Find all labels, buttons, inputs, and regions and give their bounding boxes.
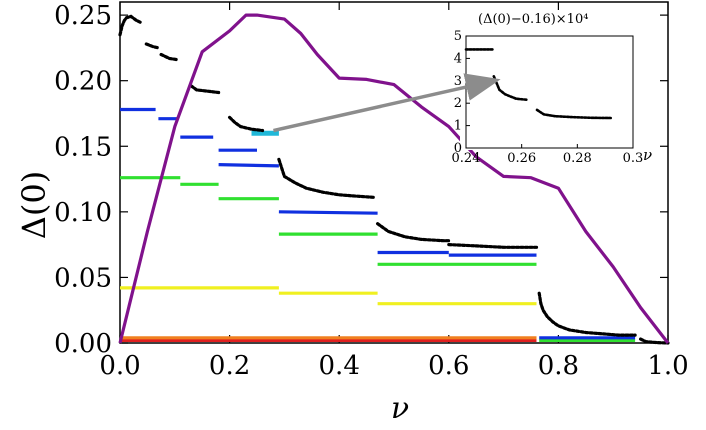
black-steps-segment	[277, 157, 377, 199]
arrow-layer	[273, 73, 501, 133]
x-tick-label: 0.6	[428, 351, 469, 381]
inset-y-tick-label: 1	[454, 119, 462, 134]
black-steps-segment	[639, 337, 670, 345]
inset-x-tick-label: 0.26	[507, 151, 536, 166]
blue-steps-segment	[278, 210, 378, 215]
inset-title: (Δ(0)−0.16)×10⁴	[478, 12, 588, 27]
inset-y-tick-label: 0	[454, 141, 462, 156]
y-axis-title: Δ(0)	[15, 171, 53, 239]
black-steps-segment	[118, 14, 144, 37]
main-ticks: 0.0 0.2 0.4 0.6 0.8 1.0 0.00 0.05 0.10 0.15 0.20 0.…	[54, 1, 689, 381]
black-steps-segment	[228, 115, 265, 133]
y-tick-label: 0.25	[54, 1, 112, 31]
y-tick-label: 0.00	[54, 329, 112, 359]
zoom-arrow	[273, 73, 501, 133]
x-tick-label: 0.4	[319, 351, 360, 381]
black-steps-series	[118, 14, 670, 345]
inset-x-tick-label: 0.24	[452, 151, 481, 166]
inset-x-tick-label: 0.28	[563, 151, 592, 166]
inset-y-tick-label: 3	[454, 74, 462, 89]
x-tick-label: 0.8	[538, 351, 579, 381]
x-tick-label: 0.0	[99, 351, 140, 381]
y-tick-label: 0.05	[54, 263, 112, 293]
blue-steps-segment	[218, 163, 279, 168]
x-tick-label: 1.0	[647, 351, 688, 381]
inset-y-tick-label: 4	[454, 51, 462, 66]
black-steps-segment	[447, 243, 539, 249]
blue-steps-series	[120, 107, 636, 340]
y-tick-label: 0.20	[54, 67, 112, 97]
inset-y-tick-label: 5	[454, 29, 462, 44]
inset-x-tick-label: 0.3	[623, 151, 644, 166]
inset-background	[460, 30, 636, 150]
x-tick-label: 0.2	[209, 351, 250, 381]
inset-ticks: 0.24 0.26 0.28 0.3 0 1 2 3 4 5	[452, 29, 644, 166]
yellow-steps-series	[120, 286, 537, 306]
envelope-series	[118, 13, 670, 344]
y-tick-label: 0.10	[54, 198, 112, 228]
inset: (Δ(0)−0.16)×10⁴ 0.24 0.26 0.28 0.3 0 1 2 3 4 5 ν	[452, 12, 653, 166]
black-steps-segment	[189, 84, 221, 95]
main-series	[118, 13, 670, 345]
y-tick-label: 0.15	[54, 132, 112, 162]
plot-frame	[119, 1, 669, 344]
black-steps-segment	[537, 291, 637, 337]
x-axis-title: ν	[391, 391, 409, 426]
green-steps-series	[120, 176, 636, 342]
black-steps-segment	[159, 52, 180, 62]
inset-segment	[535, 108, 612, 120]
black-steps-segment	[376, 222, 451, 243]
inset-y-tick-label: 2	[454, 96, 462, 111]
envelope-line	[118, 13, 670, 344]
inset-x-axis-title: ν	[643, 146, 652, 164]
black-steps-segment	[144, 42, 160, 50]
